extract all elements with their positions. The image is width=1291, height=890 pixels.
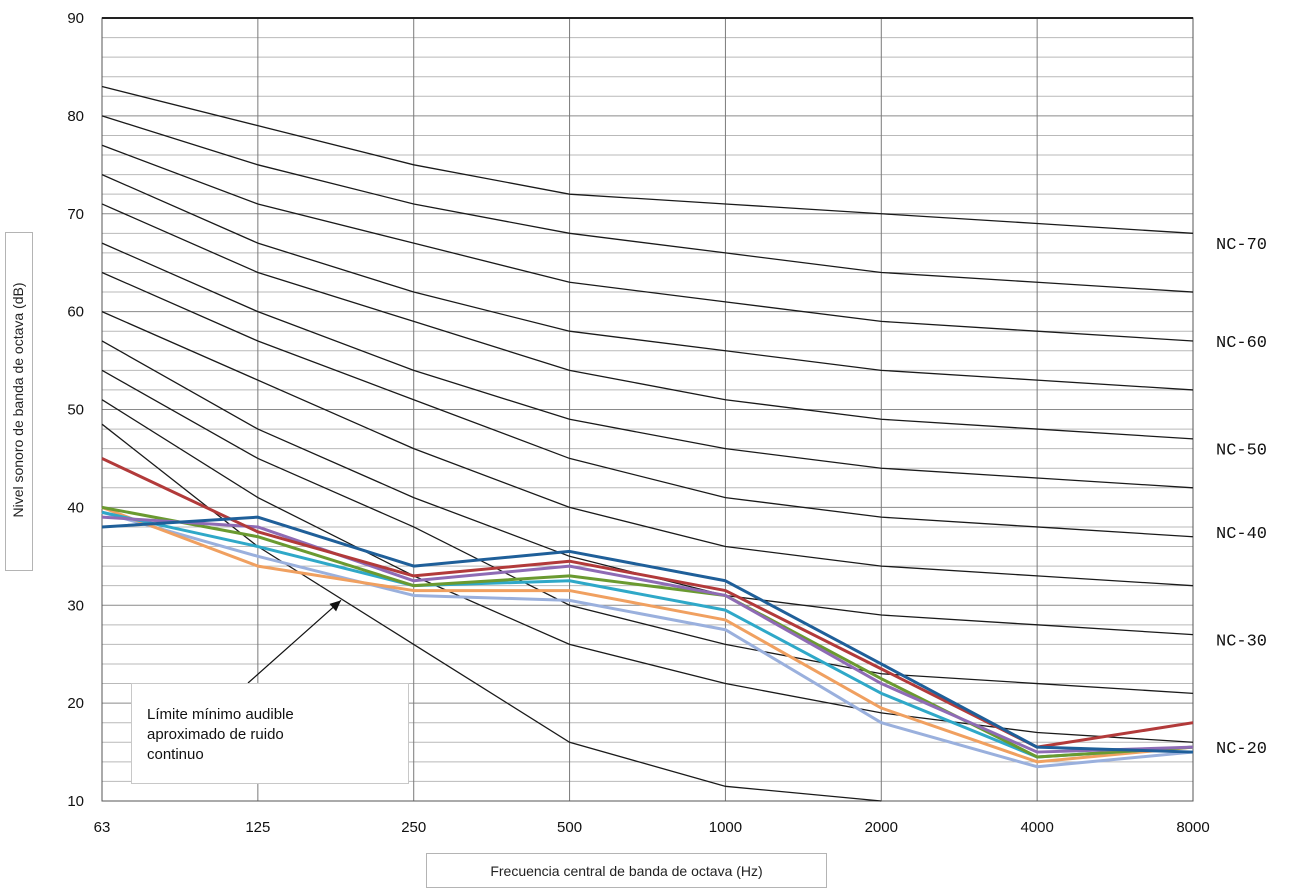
x-tick-label: 125 — [245, 819, 270, 836]
y-tick-label: 10 — [67, 793, 84, 810]
series-line — [101, 510, 1194, 759]
nc-curve — [101, 144, 1194, 342]
y-tick-label: 20 — [67, 695, 84, 712]
nc-curve — [101, 174, 1194, 391]
x-tick-label: 8000 — [1176, 819, 1209, 836]
series-line — [101, 505, 1194, 764]
x-tick-label: 250 — [401, 819, 426, 836]
x-tick-label: 4000 — [1020, 819, 1053, 836]
nc-label: NC-50 — [1216, 442, 1267, 461]
axis-ticks: 10 20 30 40 50 60 70 80 90 63 125 250 500 1000 2000 400… — [67, 10, 1209, 836]
nc-label: NC-60 — [1216, 334, 1267, 353]
nc-curve — [101, 271, 1194, 538]
nc-curve — [101, 115, 1194, 293]
y-tick-label: 70 — [67, 206, 84, 223]
nc-curve — [101, 311, 1194, 587]
y-tick-label: 90 — [67, 10, 84, 27]
nc-curve — [101, 242, 1194, 489]
series-line — [101, 515, 1194, 754]
nc-label: NC-40 — [1216, 525, 1267, 544]
y-tick-label: 50 — [67, 402, 84, 419]
nc-curve — [101, 85, 1194, 234]
annotation-box: Límite mínimo audible aproximado de ruid… — [131, 683, 409, 784]
chart-axes — [101, 17, 1194, 802]
y-tick-label: 60 — [67, 304, 84, 321]
nc-label: NC-70 — [1216, 236, 1267, 255]
series-line — [101, 510, 1194, 769]
nc-curve — [101, 369, 1194, 694]
y-axis-label: Nivel sonoro de banda de octava (dB) — [10, 282, 26, 518]
y-tick-label: 80 — [67, 108, 84, 125]
x-axis-label: Frecuencia central de banda de octava (H… — [426, 853, 827, 888]
x-tick-label: 1000 — [709, 819, 742, 836]
y-tick-label: 40 — [67, 499, 84, 516]
x-tick-label: 2000 — [865, 819, 898, 836]
arrow-shaft — [247, 599, 342, 684]
annotation-arrow — [247, 599, 342, 684]
annotation-text: Límite mínimo audible aproximado de ruid… — [147, 706, 294, 763]
nc-labels: NC-70 NC-60 NC-50 NC-40 NC-30 NC-20 — [1216, 236, 1267, 759]
nc-curve — [101, 203, 1194, 440]
measurement-series — [101, 457, 1194, 769]
nc-label: NC-30 — [1216, 633, 1267, 652]
series-line — [101, 505, 1194, 759]
x-tick-label: 63 — [94, 819, 111, 836]
x-tick-label: 500 — [557, 819, 582, 836]
nc-curves — [101, 85, 1194, 743]
nc-label: NC-20 — [1216, 740, 1267, 759]
nc-curve — [101, 399, 1194, 743]
arrow-head — [329, 600, 341, 612]
y-tick-label: 30 — [67, 597, 84, 614]
y-axis-label-box — [5, 232, 33, 571]
series-line — [101, 515, 1194, 754]
